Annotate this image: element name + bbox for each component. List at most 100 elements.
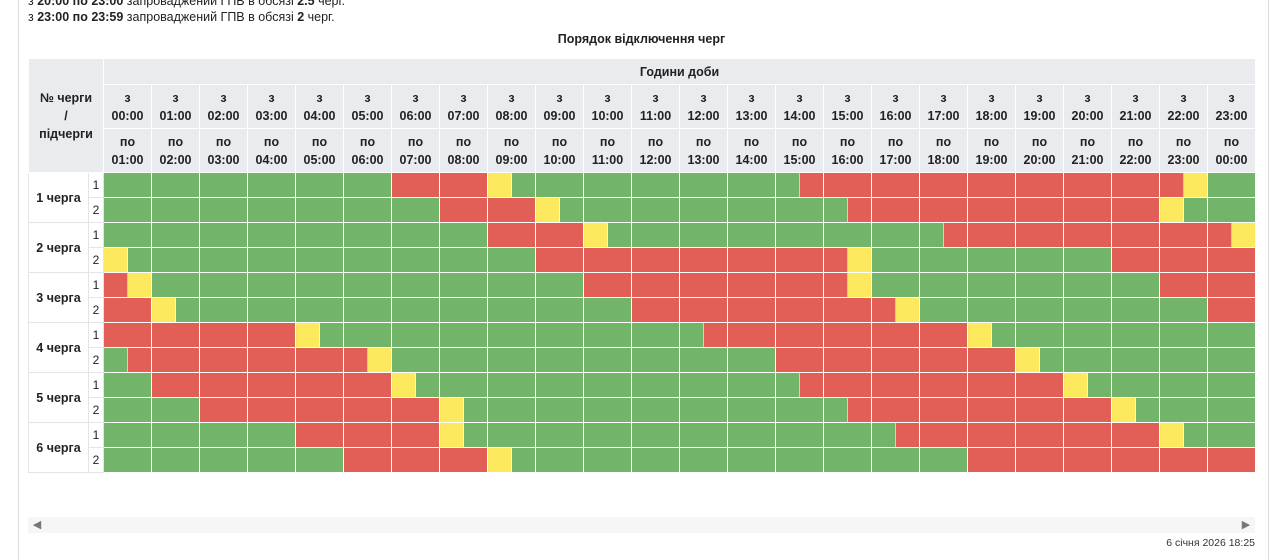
schedule-cell bbox=[343, 447, 393, 473]
schedule-cell bbox=[199, 172, 249, 198]
schedule-cell bbox=[871, 397, 921, 423]
schedule-half-cell bbox=[344, 348, 368, 372]
description-to: 23:00 bbox=[91, 0, 124, 8]
schedule-cell bbox=[1207, 272, 1257, 298]
schedule-cell bbox=[439, 247, 489, 273]
schedule-cell bbox=[1063, 222, 1113, 248]
hour-from-header: з 19:00 bbox=[1015, 84, 1065, 129]
schedule-cell bbox=[1207, 297, 1257, 323]
schedule-cell bbox=[727, 247, 777, 273]
schedule-cell bbox=[439, 322, 489, 348]
hour-to-prefix: по bbox=[311, 134, 328, 149]
schedule-cell bbox=[103, 447, 153, 473]
schedule-cell bbox=[295, 222, 345, 248]
schedule-cell bbox=[631, 197, 681, 223]
schedule-half-cell bbox=[127, 348, 152, 372]
schedule-cell bbox=[1063, 372, 1113, 398]
schedule-cell bbox=[199, 347, 249, 373]
hour-from-prefix: з bbox=[748, 90, 755, 105]
schedule-half-cell bbox=[607, 223, 632, 247]
hour-to-prefix: по bbox=[359, 134, 376, 149]
hour-from-value: 23:00 bbox=[1215, 108, 1248, 123]
header-row-to: по 01:00 по 02:00 по 03:00 по 04:00 по 05:00 по 06:… bbox=[29, 128, 1257, 173]
hour-from-value: 13:00 bbox=[735, 108, 768, 123]
schedule-cell bbox=[823, 347, 873, 373]
schedule-half-cell bbox=[127, 248, 152, 272]
hour-to-prefix: по bbox=[647, 134, 664, 149]
schedule-cell bbox=[1159, 347, 1209, 373]
schedule-cell bbox=[1207, 422, 1257, 448]
schedule-cell bbox=[967, 297, 1017, 323]
schedule-cell bbox=[1015, 172, 1065, 198]
hour-to-header: по 18:00 bbox=[919, 128, 969, 173]
schedule-cell bbox=[439, 372, 489, 398]
hour-to-prefix: по bbox=[791, 134, 808, 149]
schedule-cell bbox=[295, 322, 345, 348]
schedule-cell bbox=[967, 347, 1017, 373]
description-amount: 2 bbox=[297, 10, 305, 24]
schedule-half-cell bbox=[1064, 373, 1088, 397]
schedule-half-cell bbox=[104, 248, 128, 272]
schedule-cell bbox=[583, 172, 633, 198]
hour-from-value: 02:00 bbox=[207, 108, 240, 123]
horizontal-scrollbar[interactable]: ◀ ▶ bbox=[28, 517, 1255, 533]
hour-to-header: по 03:00 bbox=[199, 128, 249, 173]
schedule-cell bbox=[151, 347, 201, 373]
schedule-cell bbox=[1063, 197, 1113, 223]
schedule-cell bbox=[631, 447, 681, 473]
hour-from-prefix: з bbox=[940, 90, 947, 105]
schedule-cell bbox=[823, 247, 873, 273]
hour-from-value: 16:00 bbox=[879, 108, 912, 123]
schedule-cell bbox=[343, 397, 393, 423]
hour-to-prefix: по bbox=[1127, 134, 1144, 149]
schedule-cell bbox=[295, 297, 345, 323]
hour-from-prefix: з bbox=[796, 90, 803, 105]
schedule-cell bbox=[1015, 422, 1065, 448]
schedule-cell bbox=[343, 322, 393, 348]
schedule-cell bbox=[535, 422, 585, 448]
schedule-half-cell bbox=[943, 223, 968, 247]
schedule-cell bbox=[727, 322, 777, 348]
hour-to-header: по 12:00 bbox=[631, 128, 681, 173]
schedule-cell bbox=[1111, 322, 1161, 348]
description-post: черг. bbox=[314, 0, 346, 8]
description-from: 23:00 bbox=[37, 10, 70, 24]
hour-to-prefix: по bbox=[503, 134, 520, 149]
schedule-cell bbox=[727, 297, 777, 323]
hour-to-prefix: по bbox=[599, 134, 616, 149]
schedule-cell bbox=[199, 447, 249, 473]
schedule-cell bbox=[295, 422, 345, 448]
scroll-right-icon[interactable]: ▶ bbox=[1241, 519, 1251, 531]
outage-schedule-table: № черги / підчерги Години доби з 00:00 з 01:0… bbox=[27, 58, 1257, 473]
schedule-cell bbox=[583, 247, 633, 273]
schedule-cell bbox=[679, 197, 729, 223]
hour-from-value: 05:00 bbox=[351, 108, 384, 123]
schedule-cell bbox=[343, 372, 393, 398]
schedule-cell bbox=[583, 197, 633, 223]
schedule-cell bbox=[967, 172, 1017, 198]
schedule-cell bbox=[775, 197, 825, 223]
schedule-cell bbox=[679, 422, 729, 448]
schedule-cell bbox=[967, 397, 1017, 423]
hour-from-prefix: з bbox=[604, 90, 611, 105]
subqueue-label: 1 bbox=[87, 322, 105, 348]
schedule-half-cell bbox=[463, 423, 488, 447]
description-line: з 23:00 по 23:59 запроваджений ГПВ в обс… bbox=[28, 9, 345, 25]
schedule-cell bbox=[439, 172, 489, 198]
schedule-half-cell bbox=[1208, 223, 1232, 247]
schedule-cell bbox=[535, 247, 585, 273]
schedule-half-cell bbox=[1135, 398, 1160, 422]
schedule-cell bbox=[295, 397, 345, 423]
schedule-cell bbox=[1015, 372, 1065, 398]
queue-column-header: № черги / підчерги bbox=[27, 58, 105, 173]
schedule-cell bbox=[1015, 447, 1065, 473]
scroll-left-icon[interactable]: ◀ bbox=[32, 519, 42, 531]
hour-to-prefix: по bbox=[935, 134, 952, 149]
schedule-cell bbox=[679, 447, 729, 473]
hour-from-value: 03:00 bbox=[255, 108, 288, 123]
schedule-cell bbox=[871, 222, 921, 248]
schedule-cell bbox=[295, 197, 345, 223]
hour-to-prefix: по bbox=[1175, 134, 1192, 149]
schedule-half-cell bbox=[536, 198, 560, 222]
subqueue-label: 1 bbox=[87, 222, 105, 248]
